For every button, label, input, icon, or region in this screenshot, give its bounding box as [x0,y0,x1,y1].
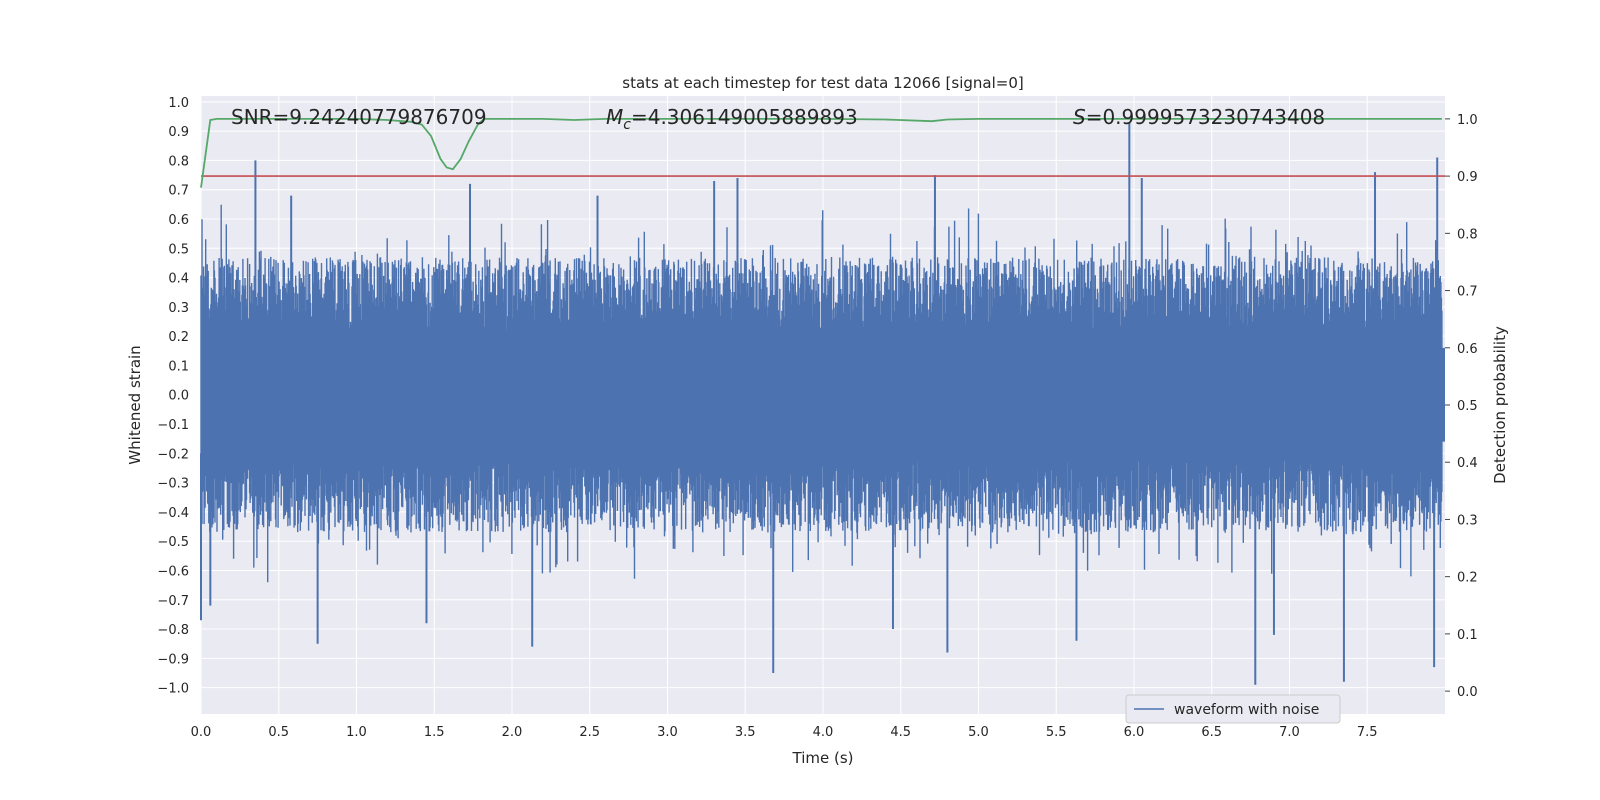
y-left-tick-label: 0.2 [168,330,189,345]
snr-annotation: SNR=9.24240779876709 [231,105,487,129]
x-tick-label: 1.0 [346,725,367,740]
y-left-tick-label: 0.9 [168,125,189,140]
y-right-tick-label: 0.9 [1457,170,1478,185]
y-left-tick-label: −0.6 [157,564,189,579]
y-right-tick-label: 0.2 [1457,571,1478,586]
chirp-mass-symbol: M [606,105,623,129]
waveform-series [200,122,1445,685]
chirp-mass-value: =4.306149005889893 [631,105,858,129]
x-tick-label: 3.0 [657,725,678,740]
probability-line [200,118,1442,188]
y-left-tick-label: 0.1 [168,359,189,374]
x-tick-label: 0.5 [268,725,289,740]
score-value: =0.9999573230743408 [1086,105,1325,129]
y-left-tick-label: −0.3 [157,477,189,492]
x-tick-label: 7.0 [1279,725,1300,740]
x-tick-label: 4.5 [890,725,911,740]
chirp-mass-annotation: Mc=4.306149005889893 [606,105,858,133]
x-axis-title: Time (s) [792,749,854,767]
x-tick-label: 2.5 [579,725,600,740]
y-left-tick-label: 0.8 [168,154,189,169]
y-left-tick-label: 0.0 [168,389,189,404]
y-right-tick-label: 0.5 [1457,399,1478,414]
y-right-tick-label: 0.0 [1457,685,1478,700]
y-left-tick-label: 0.6 [168,213,189,228]
y-right-tick-label: 0.3 [1457,513,1478,528]
legend: waveform with noise [1125,694,1341,724]
waveform-band [201,347,1445,442]
y-right-tick-label: 0.6 [1457,342,1478,357]
y-axis-left-title: Whitened strain [126,345,144,464]
x-tick-label: 2.0 [502,725,523,740]
x-tick-label: 6.5 [1201,725,1222,740]
y-axis-right-ticks: 1.0 0.9 0.8 0.7 0.6 0.5 0.4 0.3 0.2 0.1 0.0 [1445,113,1478,700]
x-tick-label: 3.5 [735,725,756,740]
chirp-mass-subscript: c [623,117,631,133]
y-left-tick-label: 0.4 [168,272,189,287]
y-left-tick-label: −0.1 [157,418,189,433]
y-axis-left-ticks: 1.0 0.9 0.8 0.7 0.6 0.5 0.4 0.3 0.2 0.1 0.0 −0.1 −0.… [157,96,189,697]
y-left-tick-label: −0.5 [157,535,189,550]
y-right-tick-label: 0.1 [1457,628,1478,643]
y-right-tick-label: 0.4 [1457,456,1478,471]
legend-box [1125,694,1341,724]
y-left-tick-label: 0.7 [168,184,189,199]
y-left-tick-label: −1.0 [157,682,189,697]
y-left-tick-label: −0.7 [157,594,189,609]
y-right-tick-label: 0.7 [1457,285,1478,300]
y-left-tick-label: −0.9 [157,652,189,667]
y-left-tick-label: 1.0 [168,96,189,111]
x-tick-label: 0.0 [191,725,212,740]
x-tick-label: 7.5 [1357,725,1378,740]
y-left-tick-label: 0.5 [168,242,189,257]
score-symbol: S [1073,105,1086,129]
x-tick-label: 6.0 [1124,725,1145,740]
y-left-tick-label: 0.3 [168,301,189,316]
y-left-tick-label: −0.4 [157,506,189,521]
score-annotation: S=0.9999573230743408 [1073,105,1325,129]
y-left-tick-label: −0.2 [157,447,189,462]
y-right-tick-label: 0.8 [1457,227,1478,242]
x-tick-label: 5.0 [968,725,989,740]
x-tick-label: 5.5 [1046,725,1067,740]
y-left-tick-label: −0.8 [157,623,189,638]
legend-label: waveform with noise [1174,702,1319,718]
x-tick-label: 4.0 [813,725,834,740]
probability-series [200,118,1442,188]
chart-title: stats at each timestep for test data 120… [622,74,1023,92]
y-right-tick-label: 1.0 [1457,113,1478,128]
y-axis-right-title: Detection probability [1491,326,1509,484]
x-tick-label: 1.5 [424,725,445,740]
x-axis-ticks: 0.0 0.5 1.0 1.5 2.0 2.5 3.0 3.5 4.0 4.5 5.0 5.5 6.0 6… [191,725,1378,740]
